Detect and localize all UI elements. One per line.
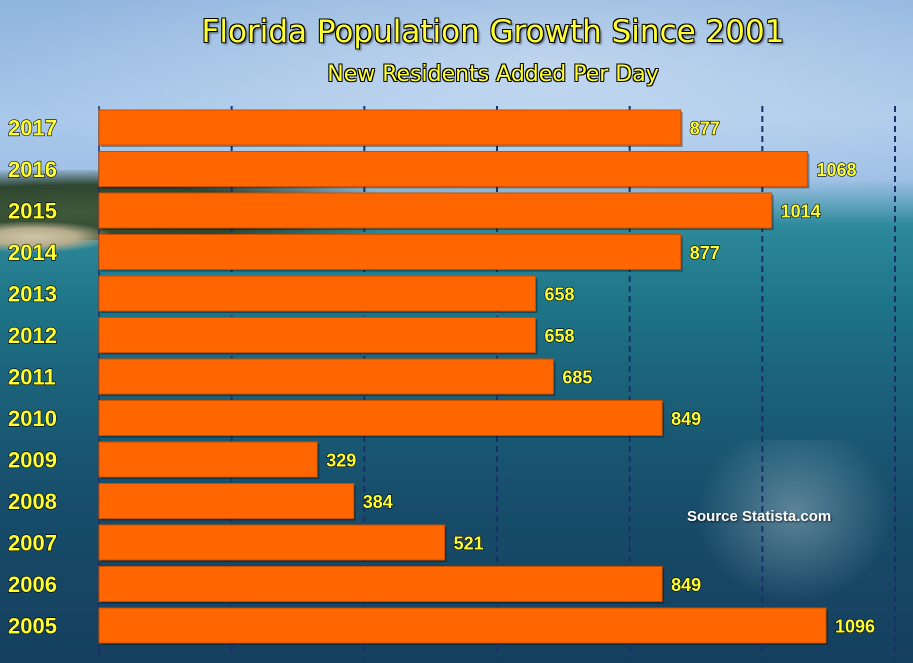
sea-foam bbox=[680, 440, 910, 620]
value-label-2012: 658 bbox=[544, 326, 574, 346]
year-label-2011: 2011 bbox=[8, 365, 56, 390]
value-label-2008: 384 bbox=[363, 492, 393, 512]
year-label-2013: 2013 bbox=[8, 282, 57, 307]
shoreline bbox=[0, 222, 110, 252]
bar-2007 bbox=[98, 524, 446, 561]
year-label-2005: 2005 bbox=[8, 614, 57, 639]
year-label-2009: 2009 bbox=[8, 448, 57, 473]
chart-subtitle: New Residents Added Per Day bbox=[327, 62, 659, 87]
value-label-2006: 849 bbox=[671, 575, 701, 595]
value-label-2014: 877 bbox=[690, 243, 720, 263]
value-label-2017: 877 bbox=[690, 119, 720, 139]
bar-2011 bbox=[98, 358, 554, 395]
value-label-2016: 1068 bbox=[816, 160, 856, 180]
year-label-2006: 2006 bbox=[8, 572, 57, 597]
bar-2017 bbox=[98, 109, 682, 146]
bar-2015 bbox=[98, 192, 773, 229]
year-labels: 2017 2016 2015 2014 2013 2012 2011 2010 2009 2008… bbox=[7, 115, 58, 639]
value-label-2011: 685 bbox=[562, 368, 592, 388]
chart-title: Florida Population Growth Since 2001 bbox=[201, 14, 785, 50]
bar-2016 bbox=[98, 151, 808, 187]
value-label-2013: 658 bbox=[544, 285, 574, 305]
bar-2012 bbox=[98, 317, 536, 353]
source-note: Source Statista.com bbox=[687, 508, 832, 525]
bar-2014 bbox=[98, 234, 682, 270]
year-label-2015: 2015 bbox=[8, 199, 57, 224]
year-label-2010: 2010 bbox=[8, 406, 57, 431]
year-label-2014: 2014 bbox=[8, 240, 58, 265]
year-label-2007: 2007 bbox=[8, 531, 57, 556]
bar-2008 bbox=[98, 483, 355, 519]
value-label-2005: 1096 bbox=[835, 617, 875, 637]
bar-2006 bbox=[98, 566, 663, 602]
bar-2010 bbox=[98, 400, 663, 436]
year-label-2017: 2017 bbox=[8, 116, 57, 141]
value-label-2007: 521 bbox=[454, 534, 484, 554]
bar-2005 bbox=[98, 607, 827, 644]
value-label-2015: 1014 bbox=[781, 202, 821, 222]
year-label-2016: 2016 bbox=[8, 157, 57, 182]
value-labels: 877 1068 1014 877 658 658 685 849 329 384 521 849 10… bbox=[326, 118, 876, 637]
bars bbox=[98, 109, 829, 645]
year-label-2012: 2012 bbox=[8, 323, 57, 348]
bar-2009 bbox=[98, 441, 318, 478]
value-label-2010: 849 bbox=[671, 409, 701, 429]
value-label-2009: 329 bbox=[326, 451, 356, 471]
year-label-2008: 2008 bbox=[8, 489, 57, 514]
bar-2013 bbox=[98, 275, 536, 312]
